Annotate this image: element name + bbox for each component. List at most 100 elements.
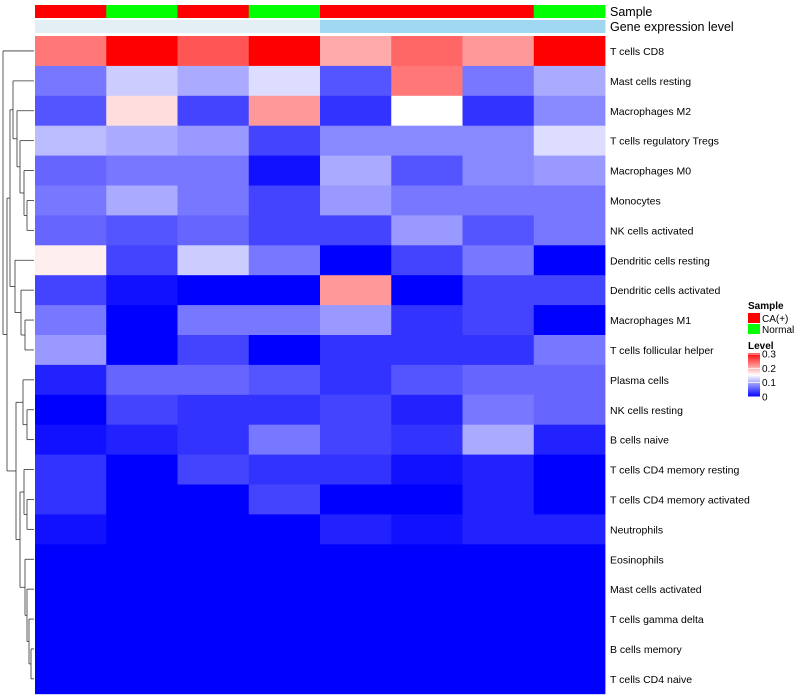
heatmap-cell-13-4 bbox=[320, 424, 392, 455]
heatmap-cell-6-0 bbox=[35, 215, 107, 246]
annotation-cell-0-7 bbox=[533, 5, 606, 18]
heatmap-cell-13-5 bbox=[391, 424, 463, 455]
heatmap-cell-0-6 bbox=[462, 36, 535, 67]
heatmap-cell-20-2 bbox=[177, 634, 250, 665]
heatmap-cell-18-0 bbox=[35, 574, 107, 605]
heatmap-cell-13-1 bbox=[106, 424, 178, 455]
heatmap-cell-4-0 bbox=[35, 155, 107, 186]
heatmap-cell-7-1 bbox=[106, 245, 178, 276]
heatmap-cell-6-5 bbox=[391, 215, 463, 246]
heatmap-cell-15-1 bbox=[106, 484, 178, 515]
annotation-label-0: Sample bbox=[610, 5, 652, 19]
heatmap-cell-1-4 bbox=[320, 65, 392, 97]
annotation-cell-1-6 bbox=[462, 20, 535, 33]
heatmap-cell-1-6 bbox=[462, 65, 535, 97]
heatmap-cell-8-7 bbox=[533, 275, 606, 306]
heatmap-cell-3-3 bbox=[248, 125, 321, 156]
annotation-cell-1-7 bbox=[533, 20, 606, 33]
row-label: Dendritic cells activated bbox=[610, 285, 720, 297]
heatmap-cell-12-7 bbox=[533, 394, 606, 426]
heatmap-cell-18-6 bbox=[462, 574, 535, 605]
annotation-label-1: Gene expression level bbox=[610, 20, 734, 34]
row-label: T cells CD4 memory resting bbox=[610, 465, 739, 477]
row-label: T cells CD8 bbox=[610, 46, 664, 58]
heatmap-cell-4-1 bbox=[106, 155, 178, 186]
heatmap-cell-0-1 bbox=[106, 36, 178, 67]
row-label: Macrophages M2 bbox=[610, 106, 691, 118]
legend-item-label: CA(+) bbox=[762, 314, 788, 325]
heatmap-cell-11-7 bbox=[533, 364, 606, 396]
heatmap-cell-18-7 bbox=[533, 574, 606, 605]
row-label: B cells naive bbox=[610, 435, 669, 447]
legend-swatch-ca bbox=[748, 313, 760, 323]
legend-tick-label: 0.1 bbox=[762, 378, 776, 389]
heatmap-cell-11-2 bbox=[177, 364, 250, 396]
heatmap-cell-12-3 bbox=[248, 394, 321, 426]
heatmap-cell-15-6 bbox=[462, 484, 535, 515]
heatmap-cell-9-4 bbox=[320, 305, 392, 336]
heatmap-cell-4-3 bbox=[248, 155, 321, 186]
heatmap-cell-3-2 bbox=[177, 125, 250, 156]
heatmap-cell-9-2 bbox=[177, 305, 250, 336]
legend-tick-label: 0.2 bbox=[762, 364, 776, 375]
row-label: T cells CD4 naive bbox=[610, 674, 692, 686]
heatmap-cell-19-1 bbox=[106, 604, 178, 635]
row-label: T cells regulatory Tregs bbox=[610, 136, 719, 148]
heatmap-cell-18-2 bbox=[177, 574, 250, 605]
legend-sample-title: Sample bbox=[748, 301, 784, 312]
heatmap-cell-5-1 bbox=[106, 185, 178, 216]
heatmap-cell-12-2 bbox=[177, 394, 250, 426]
heatmap-cell-16-4 bbox=[320, 514, 392, 545]
heatmap-cell-2-0 bbox=[35, 95, 107, 127]
heatmap-cell-14-4 bbox=[320, 454, 392, 485]
row-label: T cells gamma delta bbox=[610, 614, 704, 626]
legend-level-title: Level bbox=[748, 341, 774, 352]
row-label: Macrophages M1 bbox=[610, 315, 691, 327]
heatmap-cell-1-3 bbox=[248, 65, 321, 97]
heatmap-cell-14-6 bbox=[462, 454, 535, 485]
annotation-cell-0-5 bbox=[391, 5, 463, 18]
heatmap-cell-2-7 bbox=[533, 95, 606, 127]
row-label: NK cells activated bbox=[610, 225, 694, 237]
heatmap-cell-20-5 bbox=[391, 634, 463, 665]
row-label: Plasma cells bbox=[610, 375, 669, 387]
heatmap-cell-21-6 bbox=[462, 663, 535, 695]
heatmap-cell-9-5 bbox=[391, 305, 463, 336]
annotation-cell-1-0 bbox=[35, 20, 107, 33]
row-label: Dendritic cells resting bbox=[610, 255, 710, 267]
heatmap-cell-4-6 bbox=[462, 155, 535, 186]
heatmap-cell-6-6 bbox=[462, 215, 535, 246]
annotation-cell-0-0 bbox=[35, 5, 107, 18]
heatmap-cell-20-6 bbox=[462, 634, 535, 665]
heatmap-cell-2-2 bbox=[177, 95, 250, 127]
heatmap-cell-19-3 bbox=[248, 604, 321, 635]
heatmap-cell-21-3 bbox=[248, 663, 321, 695]
heatmap-cell-0-5 bbox=[391, 36, 463, 67]
heatmap-cell-10-0 bbox=[35, 335, 107, 366]
heatmap-cell-6-4 bbox=[320, 215, 392, 246]
annotation-bars bbox=[35, 5, 606, 33]
heatmap-cell-5-2 bbox=[177, 185, 250, 216]
heatmap-cell-12-5 bbox=[391, 394, 463, 426]
heatmap-cell-6-3 bbox=[248, 215, 321, 246]
heatmap-cell-2-6 bbox=[462, 95, 535, 127]
row-label: Mast cells activated bbox=[610, 584, 702, 596]
heatmap-cell-18-1 bbox=[106, 574, 178, 605]
heatmap-cell-7-2 bbox=[177, 245, 250, 276]
annotation-cell-1-4 bbox=[320, 20, 392, 33]
legend-item-label: Normal bbox=[762, 325, 794, 336]
heatmap-cell-16-6 bbox=[462, 514, 535, 545]
heatmap-cell-0-4 bbox=[320, 36, 392, 67]
heatmap-cell-19-5 bbox=[391, 604, 463, 635]
heatmap-cell-8-0 bbox=[35, 275, 107, 306]
heatmap-cell-0-3 bbox=[248, 36, 321, 67]
heatmap-cell-12-0 bbox=[35, 394, 107, 426]
heatmap-cell-21-5 bbox=[391, 663, 463, 695]
heatmap-cell-5-5 bbox=[391, 185, 463, 216]
heatmap-cell-17-5 bbox=[391, 544, 463, 575]
heatmap-cell-16-7 bbox=[533, 514, 606, 545]
heatmap-cell-7-4 bbox=[320, 245, 392, 276]
heatmap-cell-15-4 bbox=[320, 484, 392, 515]
